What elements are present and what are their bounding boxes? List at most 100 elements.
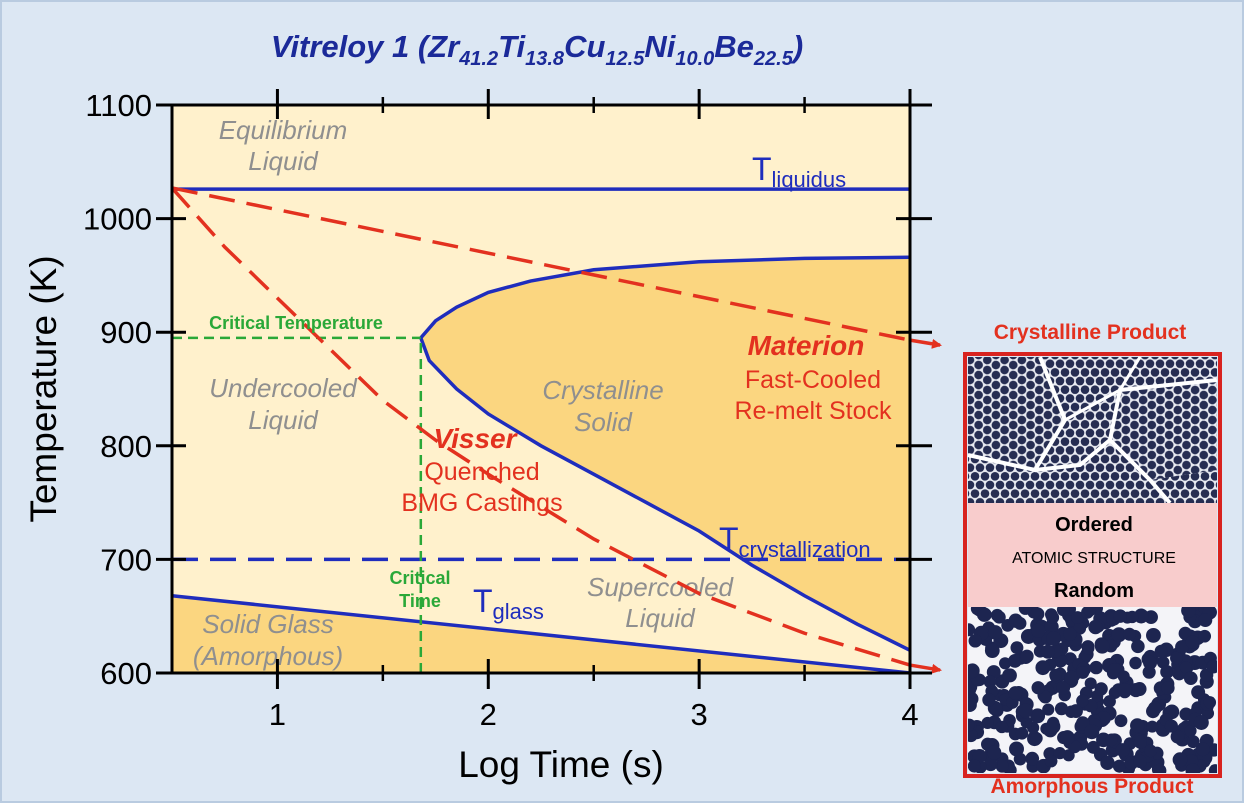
atom [988,625,1003,640]
atom [1020,650,1033,663]
region-label: Liquid [625,603,696,633]
x-axis-title: Log Time (s) [458,744,664,785]
atom [1009,741,1024,756]
atom [1198,613,1212,627]
atom [1089,661,1102,674]
series-label-sub: glass [493,599,544,624]
atom [1041,645,1055,659]
x-tick-label: 2 [480,697,497,732]
y-tick-label: 1000 [83,202,152,237]
atom [1133,755,1146,768]
y-tick-label: 700 [100,542,152,577]
atom [1031,624,1045,638]
atom [1103,695,1116,708]
panel-top-label: Crystalline Product [994,321,1187,344]
atom [982,693,995,706]
region-label: Equilibrium [219,115,348,145]
y-tick-label: 800 [100,429,152,464]
region-label: Solid [574,407,633,437]
atom [1143,666,1156,679]
x-tick-label: 3 [691,697,708,732]
atom [1063,627,1076,640]
atom [1165,719,1178,732]
atom [1129,657,1141,669]
atom [1170,652,1183,665]
atom [1184,671,1198,685]
y-tick-label: 600 [100,656,152,691]
chart-title-sub: 12.5 [605,48,645,70]
series-label: Time [399,591,441,611]
atom [1194,715,1209,730]
panel-bottom-label: Amorphous Product [991,775,1194,798]
atom [1046,631,1061,646]
atom [1161,681,1174,694]
panel-middle-label: Ordered [1055,514,1133,536]
atom [1131,640,1145,654]
atom [1016,727,1029,740]
atom [996,721,1008,733]
atom [987,745,1001,759]
atom [1160,665,1174,679]
atom [1146,628,1161,643]
atom [1082,642,1094,654]
region-label: Liquid [248,146,319,176]
atom [1115,714,1128,727]
x-tick-label: 4 [901,697,918,732]
atom [1198,630,1211,643]
atom [1031,732,1043,744]
atom [1187,735,1200,748]
atom [1088,620,1102,634]
atom [1118,683,1132,697]
atom [1032,681,1045,694]
atom [1105,733,1118,746]
panel-middle-label: ATOMIC STRUCTURE [1012,550,1176,567]
series-note: Fast-Cooled [745,366,881,394]
chart-title-part: Ti [498,29,526,64]
series-note: BMG Castings [401,489,562,517]
chart-title-part: Be [714,29,754,64]
chart-title-part: Cu [564,29,605,64]
atom [969,634,982,647]
atom [993,611,1006,624]
atom [1055,702,1068,715]
series-label: Critical [389,568,450,588]
atom [1095,639,1110,654]
series-note: Re-melt Stock [735,397,892,425]
atom [1113,609,1126,622]
atom [1134,736,1147,749]
series-label-sub: liquidus [772,167,847,192]
chart-title-part: Ni [644,29,676,64]
atom [1014,617,1027,630]
chart-title-sub: 22.5 [753,48,794,70]
y-axis-title: Temperature (K) [23,255,64,522]
atom [1133,682,1147,696]
series-label-sub: crystallization [739,537,871,562]
atom [1002,669,1015,682]
atom [1008,686,1022,700]
atom [1035,660,1050,675]
x-tick-label: 1 [269,697,286,732]
series-label: Materion [748,330,865,361]
structure-panel: Crystalline Product Ordered ATOMIC STRUC… [961,321,1221,798]
page: EquilibriumLiquidUndercooledLiquidCrysta… [0,0,1244,803]
chart-title-sub: 41.2 [458,48,498,70]
region-label: Undercooled [209,373,358,403]
atom [1100,756,1114,770]
atom [1204,696,1216,708]
series-label-main: T [719,521,739,557]
y-tick-label: 1100 [85,88,152,123]
atom [1049,669,1061,681]
series-label-main: T [473,583,493,619]
atom [1045,755,1058,768]
atom [1018,704,1032,718]
atom [1148,701,1162,715]
atom [1060,730,1074,744]
region-label: Liquid [248,405,319,435]
atom [1084,724,1099,739]
atom [1076,666,1089,679]
y-tick-label: 900 [100,315,152,350]
atom [979,608,992,621]
atom [1146,721,1158,733]
atom [1118,670,1130,682]
series-label: Critical Temperature [209,313,383,333]
